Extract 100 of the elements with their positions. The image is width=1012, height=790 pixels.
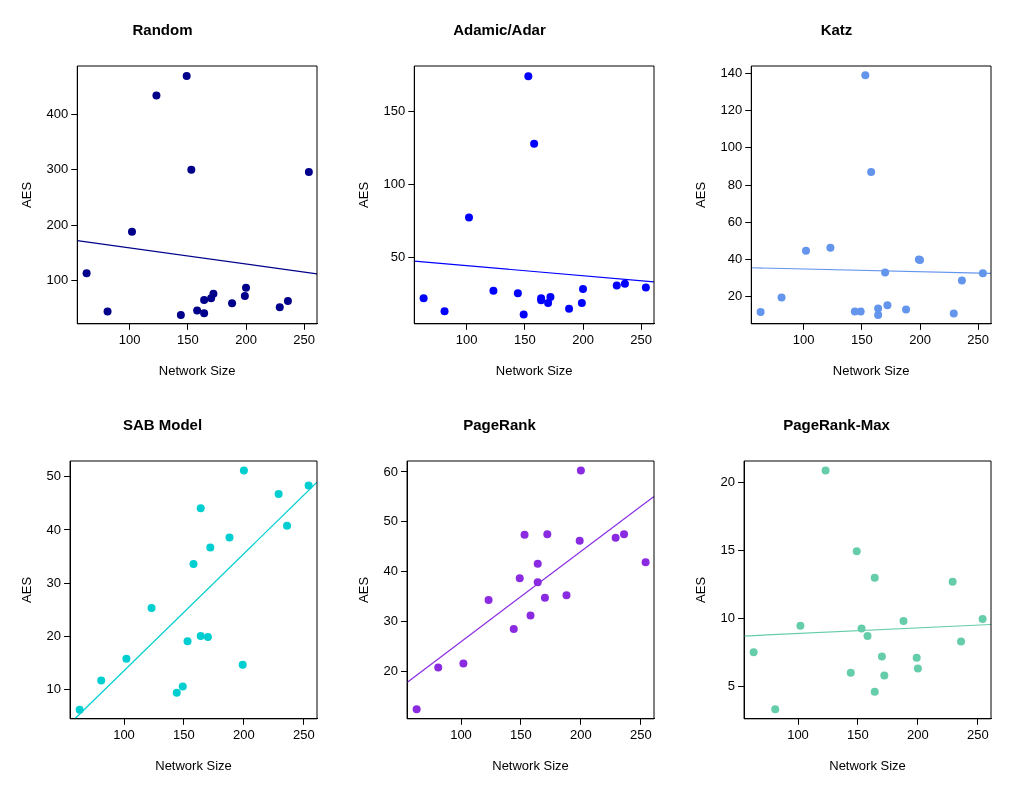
x-tick-label: 200 <box>570 727 592 743</box>
point <box>620 279 629 288</box>
point <box>203 633 212 642</box>
point <box>874 311 883 320</box>
point <box>863 632 872 641</box>
point <box>533 578 542 587</box>
point <box>877 652 886 661</box>
point <box>178 682 187 691</box>
point <box>103 307 112 316</box>
y-tick-label: 15 <box>720 542 736 558</box>
point <box>912 653 921 662</box>
y-tick-label: 150 <box>383 102 406 118</box>
point <box>238 660 247 669</box>
point <box>533 559 542 568</box>
point <box>870 573 879 582</box>
point <box>412 705 421 714</box>
point <box>899 617 908 626</box>
point <box>756 307 765 316</box>
point <box>530 139 539 148</box>
point <box>122 654 131 663</box>
point <box>206 543 215 552</box>
point <box>526 611 535 620</box>
point <box>509 625 518 634</box>
x-tick-label: 100 <box>113 727 135 743</box>
point <box>852 547 861 556</box>
x-tick-label: 100 <box>118 332 141 348</box>
point <box>228 299 237 308</box>
point <box>957 637 966 646</box>
x-tick-label: 150 <box>850 332 873 348</box>
x-tick-label: 150 <box>176 332 199 348</box>
x-tick-label: 100 <box>450 727 472 743</box>
point <box>152 91 161 100</box>
point <box>176 310 185 319</box>
point <box>978 269 987 278</box>
x-axis-title: Network Size <box>158 362 236 378</box>
x-tick-label: 100 <box>455 332 478 348</box>
y-axis-title: AES <box>19 576 35 603</box>
point <box>200 295 209 304</box>
point <box>519 310 528 319</box>
x-tick-label: 200 <box>909 332 931 348</box>
point <box>546 293 555 301</box>
y-tick-label: 30 <box>46 574 62 590</box>
x-tick-label: 150 <box>173 727 195 743</box>
point <box>543 530 552 539</box>
y-tick-label: 60 <box>727 213 743 229</box>
x-tick-label: 250 <box>629 727 652 743</box>
point <box>209 289 218 298</box>
point <box>283 521 292 530</box>
point <box>189 559 198 568</box>
y-tick-label: 50 <box>383 513 399 529</box>
point <box>867 168 876 177</box>
point <box>513 289 522 298</box>
point <box>856 307 865 316</box>
point <box>434 663 443 672</box>
point <box>902 305 911 314</box>
x-tick-label: 150 <box>513 332 536 348</box>
y-tick-label: 300 <box>46 161 69 177</box>
point <box>612 281 621 290</box>
y-tick-label: 30 <box>383 613 399 629</box>
x-tick-label: 150 <box>510 727 532 743</box>
point <box>275 303 284 312</box>
y-tick-label: 60 <box>383 463 399 479</box>
point <box>957 276 966 285</box>
point <box>183 637 192 646</box>
point <box>777 293 786 302</box>
point <box>620 530 629 539</box>
x-tick-label: 100 <box>792 332 815 348</box>
x-tick-label: 250 <box>292 727 315 743</box>
x-axis-title: Network Size <box>832 362 910 378</box>
point <box>240 292 249 301</box>
point <box>196 504 205 513</box>
x-axis-title: Network Size <box>155 757 232 773</box>
point <box>540 593 549 602</box>
chart-title: Katz <box>820 21 853 39</box>
y-tick-label: 40 <box>46 521 62 537</box>
chart-title: SAB Model <box>122 416 203 434</box>
y-tick-label: 80 <box>727 176 743 192</box>
y-tick-label: 50 <box>46 468 62 484</box>
point <box>304 481 313 490</box>
point <box>225 533 234 542</box>
y-tick-label: 200 <box>46 216 69 232</box>
y-axis-title: AES <box>19 181 35 208</box>
point <box>880 671 889 680</box>
point <box>562 591 571 600</box>
point <box>749 648 758 657</box>
y-tick-label: 5 <box>727 677 736 693</box>
point <box>826 243 835 252</box>
y-tick-label: 10 <box>720 609 736 625</box>
point <box>193 306 202 315</box>
point <box>172 688 181 697</box>
x-axis-title: Network Size <box>492 757 569 773</box>
point <box>641 558 650 567</box>
y-tick-label: 100 <box>720 139 743 155</box>
point <box>576 466 585 475</box>
x-axis-title: Network Size <box>495 362 573 378</box>
point <box>913 664 922 673</box>
point <box>611 533 620 542</box>
point <box>242 283 251 292</box>
point <box>870 687 879 696</box>
y-tick-label: 20 <box>727 288 743 304</box>
